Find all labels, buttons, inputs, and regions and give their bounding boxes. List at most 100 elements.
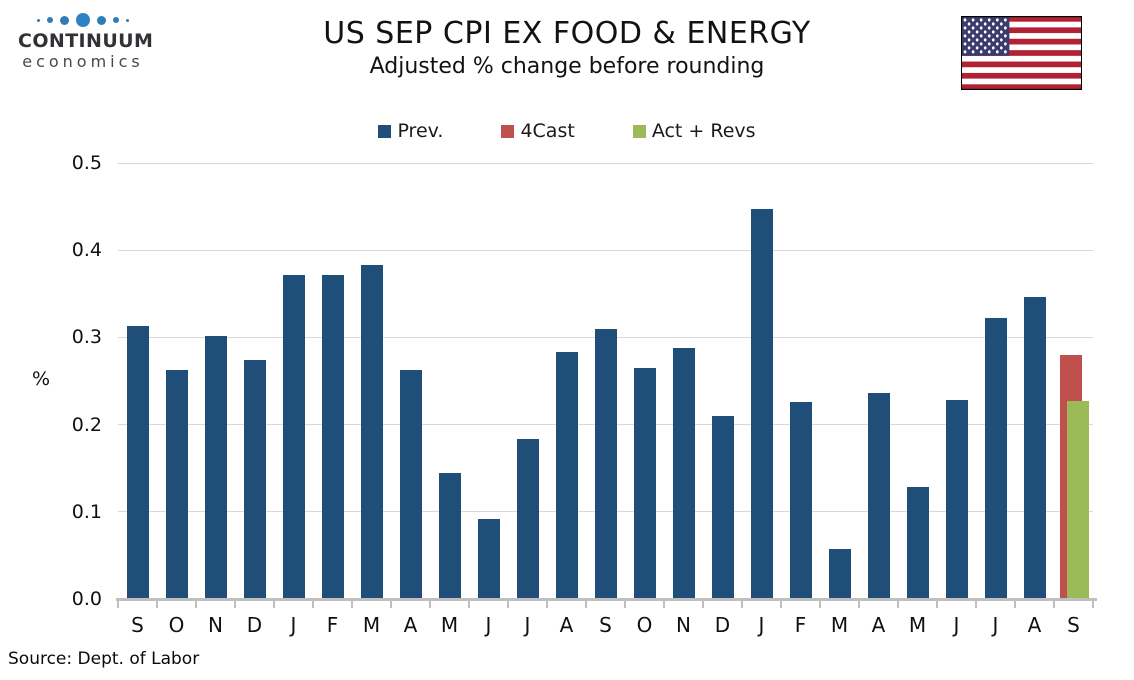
legend-label: Prev. <box>397 120 444 142</box>
x-tick-label: D <box>714 613 731 637</box>
x-tick-label: N <box>676 613 691 637</box>
x-tick-label: A <box>403 613 418 637</box>
bar-prev <box>750 209 773 599</box>
x-axis-tick <box>780 601 782 608</box>
bar-prev <box>321 274 344 599</box>
x-tick-label: S <box>599 613 612 637</box>
bar-prev <box>243 360 266 599</box>
gridline <box>118 249 1093 251</box>
x-axis-tick <box>741 601 743 608</box>
bar-prev <box>126 326 149 599</box>
y-axis-unit-label: % <box>32 368 51 390</box>
x-axis-tick <box>975 601 977 608</box>
x-tick-label: J <box>758 613 765 637</box>
bar-prev <box>438 473 461 599</box>
bar-prev <box>711 415 734 599</box>
x-tick-label: N <box>208 613 223 637</box>
x-axis-tick <box>117 601 119 608</box>
bar-prev <box>477 518 500 599</box>
x-axis-tick <box>156 601 158 608</box>
continuum-economics-logo: CONTINUUM economics <box>18 12 154 72</box>
x-tick-label: S <box>131 613 144 637</box>
x-axis-tick <box>468 601 470 608</box>
y-tick-label: 0.5 <box>71 152 102 174</box>
x-axis-line <box>116 598 1097 601</box>
bar-prev <box>594 328 617 599</box>
x-axis-tick <box>1053 601 1055 608</box>
x-tick-label: M <box>440 613 459 637</box>
x-axis-tick <box>273 601 275 608</box>
legend-label: 4Cast <box>520 120 575 142</box>
x-axis-tick <box>1092 601 1094 608</box>
x-tick-label: O <box>636 613 653 637</box>
bar-act-revs <box>1067 401 1089 599</box>
bar-prev <box>633 367 656 599</box>
legend-item-act-revs: Act + Revs <box>632 120 756 142</box>
bar-prev <box>555 352 578 599</box>
bar-prev <box>399 369 422 599</box>
bar-prev <box>165 369 188 599</box>
y-tick-label: 0.1 <box>71 500 102 523</box>
x-axis-tick <box>624 601 626 608</box>
x-axis-tick <box>546 601 548 608</box>
bar-prev <box>516 438 539 599</box>
chart-subtitle: Adjusted % change before rounding <box>369 54 765 79</box>
y-tick-label: 0.0 <box>71 588 102 610</box>
legend-swatch-icon <box>632 124 646 138</box>
logo-tagline: economics <box>22 52 144 71</box>
x-axis-tick <box>1014 601 1016 608</box>
x-axis-tick <box>234 601 236 608</box>
x-tick-label: A <box>1027 613 1042 637</box>
x-axis-tick <box>663 601 665 608</box>
x-tick-label: M <box>362 613 381 637</box>
bar-prev <box>672 347 695 599</box>
legend-item-4cast: 4Cast <box>501 120 575 142</box>
chart-title: US SEP CPI EX FOOD & ENERGY <box>323 16 811 51</box>
x-tick-label: J <box>524 613 531 637</box>
x-axis-tick <box>897 601 899 608</box>
bar-prev <box>828 549 851 599</box>
bar-prev <box>204 335 227 599</box>
x-tick-label: D <box>246 613 263 637</box>
bar-prev <box>984 318 1007 599</box>
logo-dots-icon <box>18 12 148 28</box>
chart-legend: Prev. 4Cast Act + Revs <box>0 120 1134 142</box>
legend-swatch-icon <box>501 124 515 138</box>
x-tick-label: O <box>168 613 185 637</box>
x-tick-label: A <box>559 613 574 637</box>
x-tick-label: J <box>953 613 960 637</box>
bar-prev <box>282 275 305 599</box>
y-tick-label: 0.2 <box>71 413 102 436</box>
y-tick-label: 0.3 <box>71 326 102 349</box>
legend-label: Act + Revs <box>651 120 756 142</box>
bar-prev <box>867 393 890 599</box>
us-flag-icon <box>961 16 1082 90</box>
x-axis-tick <box>507 601 509 608</box>
x-axis-tick <box>585 601 587 608</box>
bar-prev <box>789 401 812 599</box>
x-tick-label: S <box>1067 613 1080 637</box>
x-axis-tick <box>195 601 197 608</box>
x-axis-tick <box>351 601 353 608</box>
chart-titles: US SEP CPI EX FOOD & ENERGY Adjusted % c… <box>0 16 1134 79</box>
x-tick-label: F <box>794 613 807 637</box>
x-tick-label: J <box>290 613 297 637</box>
bar-prev <box>1023 297 1046 599</box>
x-tick-label: J <box>485 613 492 637</box>
logo-name: CONTINUUM <box>18 30 154 52</box>
x-axis-tick <box>312 601 314 608</box>
bar-prev <box>945 400 968 599</box>
x-axis-tick <box>702 601 704 608</box>
y-tick-label: 0.4 <box>71 239 102 262</box>
bar-prev <box>906 486 929 599</box>
x-axis-tick <box>858 601 860 608</box>
x-axis-tick <box>429 601 431 608</box>
x-axis-tick <box>390 601 392 608</box>
x-tick-label: F <box>326 613 339 637</box>
bar-prev <box>360 265 383 599</box>
x-tick-label: J <box>992 613 999 637</box>
x-tick-label: A <box>871 613 886 637</box>
x-axis-tick <box>819 601 821 608</box>
